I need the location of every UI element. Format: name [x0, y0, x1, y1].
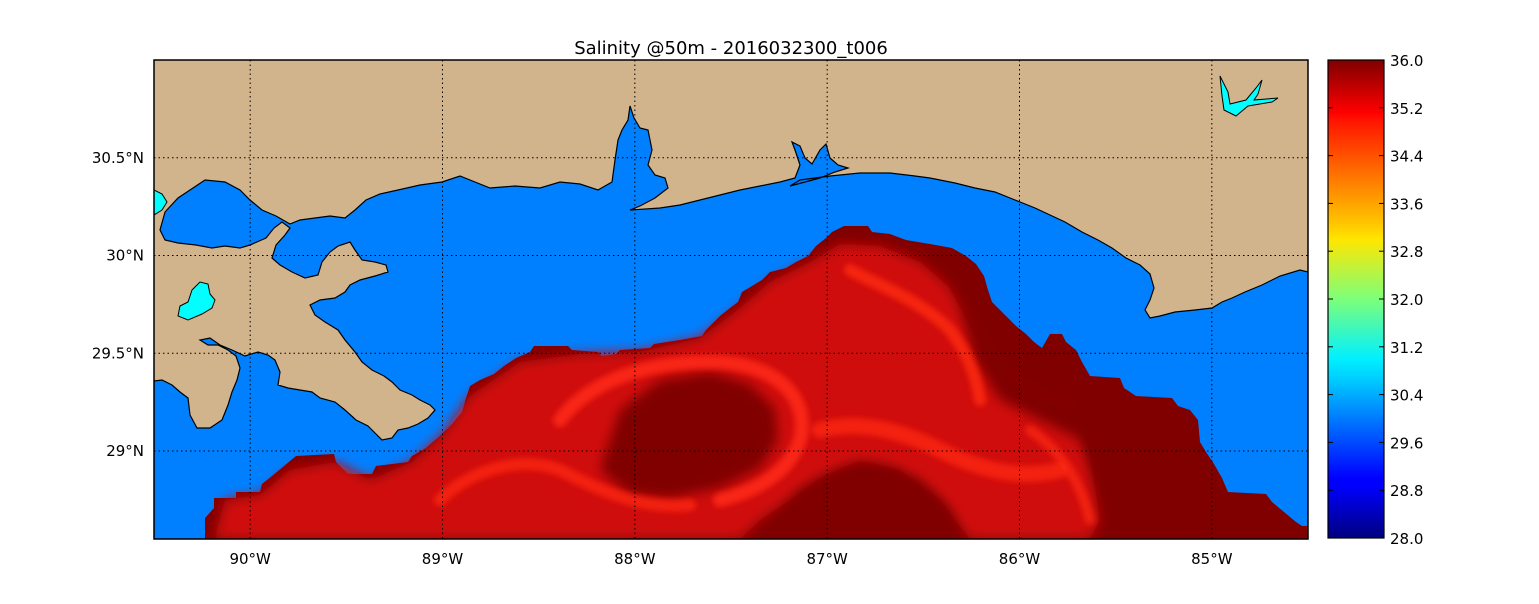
colorbar-tick-label: 30.4 — [1390, 387, 1423, 405]
colorbar-tick-label: 28.0 — [1390, 530, 1423, 548]
latitude-tick-label: 29.5°N — [92, 344, 144, 362]
streak-loop — [553, 354, 809, 507]
latitude-labels: 30.5°N 30°N 29.5°N 29°N — [92, 149, 144, 460]
longitude-tick-label: 88°W — [614, 550, 656, 568]
longitude-tick-label: 86°W — [999, 550, 1041, 568]
latitude-tick-label: 30°N — [106, 247, 144, 265]
east-core — [960, 300, 1200, 539]
colorbar-tick-label: 32.8 — [1390, 243, 1423, 261]
colorbar-tick-label: 36.0 — [1390, 52, 1423, 70]
streak-center — [812, 418, 1068, 482]
longitude-tick-label: 90°W — [229, 550, 271, 568]
longitude-tick-label: 89°W — [422, 550, 464, 568]
colorbar-tick-label: 29.6 — [1390, 434, 1423, 452]
longitude-labels: 90°W 89°W 88°W 87°W 86°W 85°W — [229, 550, 1232, 568]
colorbar-tick-label: 33.6 — [1390, 195, 1423, 213]
eddy-core — [600, 372, 778, 498]
colorbar-tick-label: 31.2 — [1390, 339, 1423, 357]
colorbar-tick-label: 32.0 — [1390, 291, 1423, 309]
colorbar-tick-label: 28.8 — [1390, 482, 1423, 500]
latitude-tick-label: 29°N — [106, 442, 144, 460]
colorbar-tick-label: 35.2 — [1390, 100, 1423, 118]
figure-title: Salinity @50m - 2016032300_t006 — [574, 38, 888, 59]
colorbar-tick-label: 34.4 — [1390, 148, 1423, 166]
streak-east — [1025, 425, 1095, 525]
colorbar: 28.0 28.8 29.6 30.4 31.2 32.0 32.8 33.6 34.4 35.2… — [1327, 52, 1423, 548]
map-panel — [154, 60, 1308, 539]
streak-southwest — [434, 458, 696, 512]
map-gridlines — [154, 60, 1308, 539]
lake-salvador — [177, 281, 216, 321]
map-frame — [153, 59, 1309, 540]
latitude-tick-label: 30.5°N — [92, 149, 144, 167]
longitude-tick-label: 85°W — [1191, 550, 1233, 568]
south-core — [760, 466, 960, 539]
lake-pontchartrain — [154, 189, 168, 216]
colorbar-gradient — [1327, 59, 1385, 539]
streak-north — [844, 264, 986, 406]
colorbar-ticks: 28.0 28.8 29.6 30.4 31.2 32.0 32.8 33.6 34.4 35.2… — [1328, 52, 1423, 548]
longitude-tick-label: 87°W — [806, 550, 848, 568]
lake-florida — [1219, 75, 1279, 117]
